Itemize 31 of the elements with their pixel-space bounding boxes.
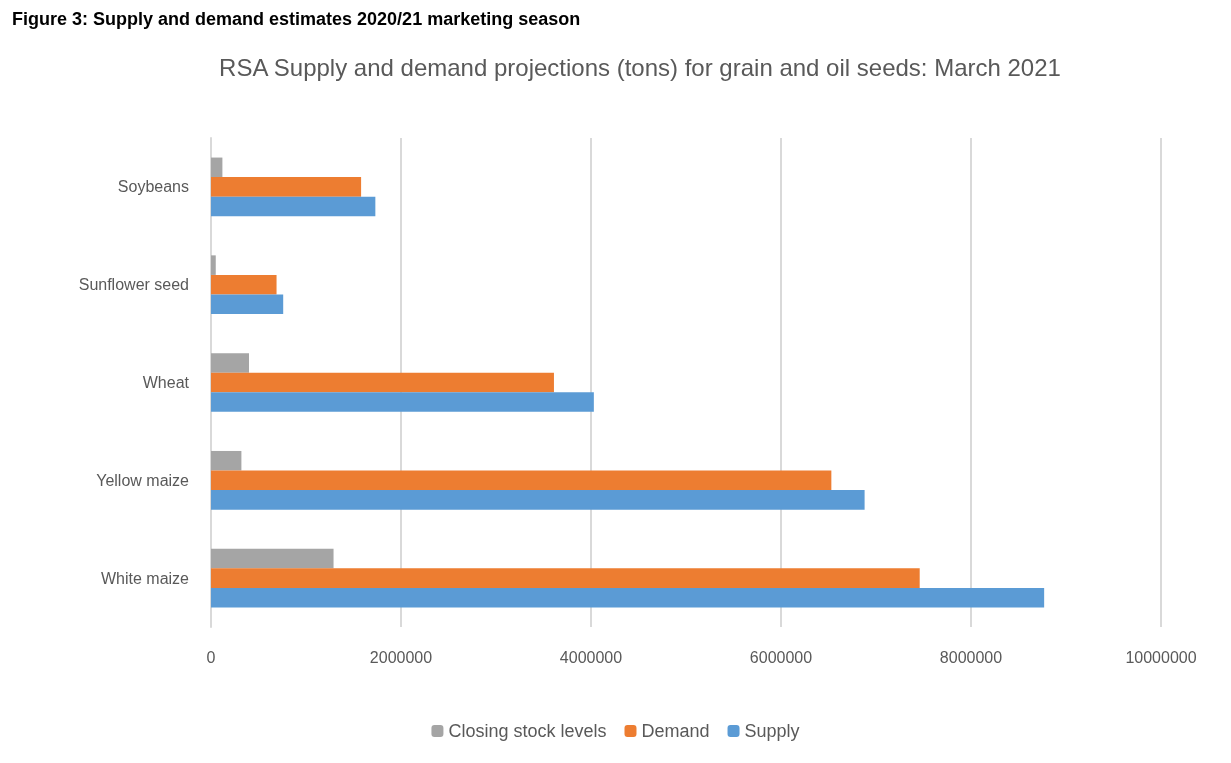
chart-title: RSA Supply and demand projections (tons) for grain and oil seeds: March 2021 bbox=[219, 53, 1061, 81]
bar bbox=[211, 196, 376, 217]
bar bbox=[211, 372, 554, 393]
caption: Figure 3: Supply and demand estimates 2020/21 marketing season bbox=[12, 9, 581, 29]
bar bbox=[211, 177, 362, 197]
x-tick-label: 10000000 bbox=[1125, 648, 1197, 666]
bar bbox=[211, 470, 832, 491]
bar bbox=[211, 392, 594, 412]
bar bbox=[211, 294, 284, 315]
bar bbox=[211, 353, 249, 373]
bar bbox=[211, 490, 865, 510]
x-tick-label: 8000000 bbox=[939, 648, 1003, 666]
x-tick-label: 4000000 bbox=[559, 648, 623, 666]
x-tick-label: 6000000 bbox=[749, 648, 813, 666]
y-tick-label: White maize bbox=[100, 569, 190, 587]
bar bbox=[211, 568, 920, 588]
y-tick-label: Wheat bbox=[142, 374, 190, 391]
bar bbox=[211, 587, 1045, 608]
y-tick-label: Yellow maize bbox=[96, 471, 190, 489]
bar bbox=[211, 255, 216, 275]
bar bbox=[211, 548, 334, 569]
x-tick-label: 0 bbox=[206, 648, 216, 666]
bar bbox=[211, 450, 242, 471]
y-tick-label: Sunflower seed bbox=[78, 276, 189, 294]
bar bbox=[211, 157, 223, 178]
x-tick-label: 2000000 bbox=[369, 648, 433, 666]
legend-label: Closing stock levels bbox=[448, 721, 607, 741]
y-tick-label: Soybeans bbox=[117, 178, 189, 196]
legend-label: Demand bbox=[641, 721, 710, 741]
bar bbox=[211, 274, 277, 295]
legend-label: Supply bbox=[744, 721, 800, 741]
